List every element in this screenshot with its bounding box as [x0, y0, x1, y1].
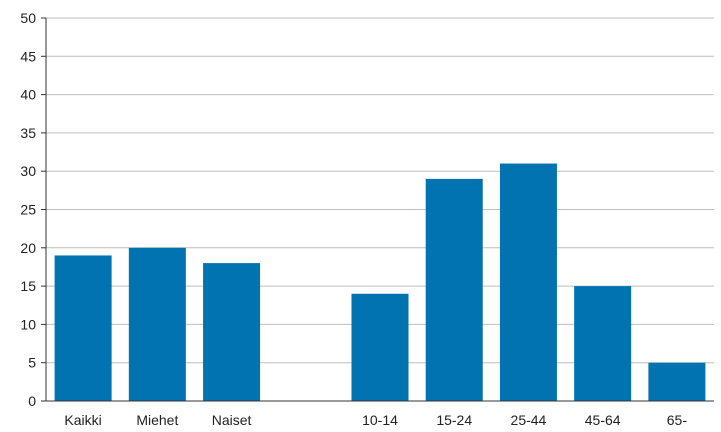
bar — [648, 362, 706, 401]
x-tick-label: 15-24 — [436, 412, 472, 428]
bar — [54, 255, 112, 401]
y-tick-label: 5 — [28, 355, 36, 371]
y-tick-label: 35 — [20, 125, 36, 141]
y-tick-label: 10 — [20, 316, 36, 332]
bar — [425, 178, 483, 401]
x-tick-label: 45-64 — [585, 412, 621, 428]
axes — [45, 18, 714, 402]
bar — [574, 286, 632, 401]
x-tick-label: 65- — [667, 412, 688, 428]
x-tick-label: Kaikki — [64, 412, 101, 428]
bar — [499, 163, 557, 401]
x-tick-label: Miehet — [136, 412, 178, 428]
y-tick-label: 40 — [20, 87, 36, 103]
bars — [54, 163, 706, 401]
y-tick-label: 25 — [20, 202, 36, 218]
y-tick-label: 15 — [20, 278, 36, 294]
x-tick-label: Naiset — [212, 412, 252, 428]
bar — [203, 263, 261, 401]
y-tick-label: 30 — [20, 163, 36, 179]
x-tick-label: 10-14 — [362, 412, 398, 428]
y-tick-labels: 0 5 10 15 20 25 30 35 40 45 50 — [20, 10, 36, 409]
y-tick-label: 0 — [28, 393, 36, 409]
bar — [351, 293, 409, 401]
x-tick-labels: Kaikki Miehet Naiset 10-14 15-24 25-44 45-64 65… — [64, 412, 687, 428]
y-tick-label: 45 — [20, 48, 36, 64]
x-tick-label: 25-44 — [511, 412, 547, 428]
y-tick-label: 20 — [20, 240, 36, 256]
y-tick-label: 50 — [20, 10, 36, 26]
bar — [128, 247, 186, 401]
